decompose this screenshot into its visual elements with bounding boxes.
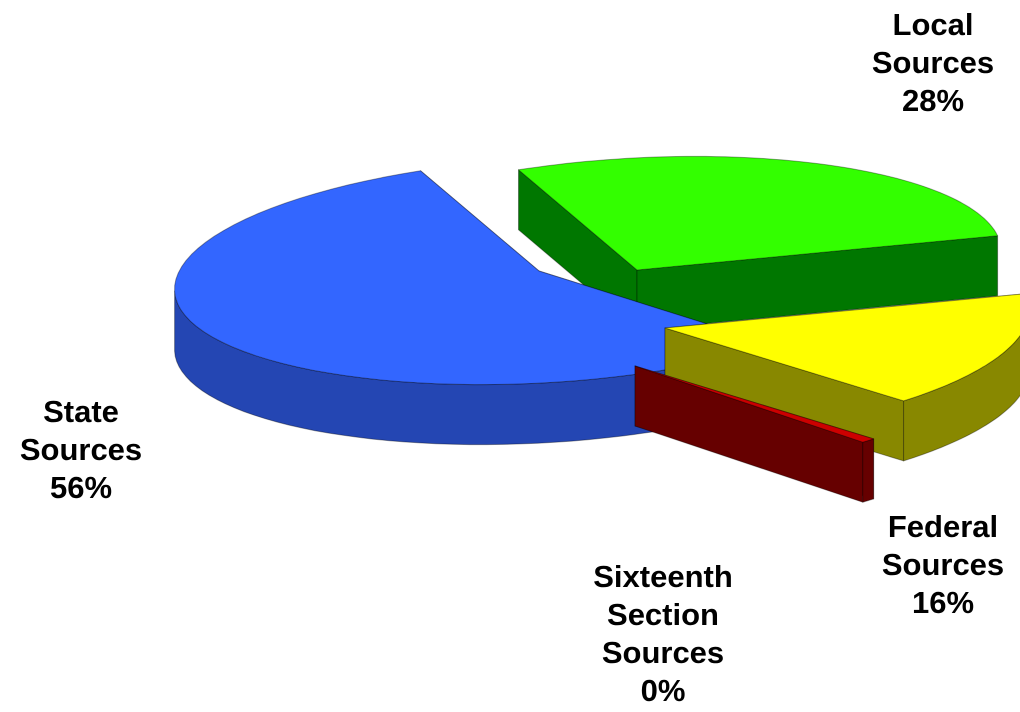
state-sources-label: State Sources 56% bbox=[6, 393, 156, 507]
state-sources-slice bbox=[174, 170, 775, 446]
federal-sources-slice bbox=[664, 293, 1020, 462]
federal-sources-percent: 16% bbox=[911, 585, 975, 620]
sixteenth-section-label-line2: Section bbox=[607, 597, 719, 632]
sixteenth-section-label-line3: Sources bbox=[601, 635, 725, 670]
state-sources-slice-top bbox=[174, 170, 775, 386]
state-sources-percent: 56% bbox=[49, 470, 113, 505]
local-sources-label: Local Sources 28% bbox=[858, 6, 1008, 120]
local-sources-slice-top bbox=[518, 155, 999, 271]
state-sources-label-line2: Sources bbox=[19, 432, 143, 467]
federal-sources-slice-outer-wall bbox=[903, 334, 1020, 462]
pie-slices bbox=[174, 155, 1020, 503]
local-sources-label-line1: Local bbox=[892, 7, 974, 42]
sixteenth-section-slice-top bbox=[634, 365, 875, 443]
sixteenth-section-sources-label: Sixteenth Section Sources 0% bbox=[548, 558, 778, 710]
local-sources-slice bbox=[518, 155, 999, 331]
sixteenth-section-slice-outer-wall bbox=[862, 438, 875, 503]
federal-sources-label-line1: Federal bbox=[887, 509, 999, 544]
federal-sources-slice-top bbox=[664, 293, 1020, 402]
federal-sources-label: Federal Sources 16% bbox=[868, 508, 1018, 622]
local-sources-percent: 28% bbox=[901, 83, 965, 118]
sixteenth-section-percent: 0% bbox=[640, 673, 686, 708]
state-sources-label-line1: State bbox=[43, 394, 119, 429]
sixteenth-section-label-line1: Sixteenth bbox=[593, 559, 733, 594]
local-sources-label-line2: Sources bbox=[871, 45, 995, 80]
federal-sources-label-line2: Sources bbox=[881, 547, 1005, 582]
sixteenth-section-slice bbox=[634, 365, 875, 503]
